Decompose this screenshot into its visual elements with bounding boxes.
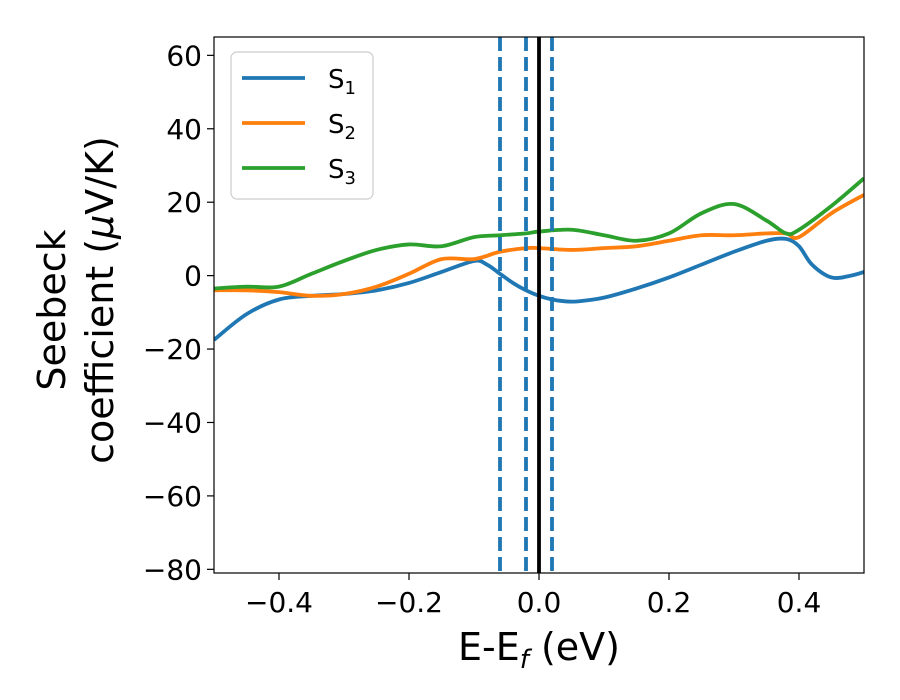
y-axis-label-line1: Seebeck [30,229,74,390]
legend-label-s3: S3 [328,155,356,189]
y-tick-label: −60 [143,480,202,513]
legend-label-s1: S1 [328,65,356,99]
y-tick-label: 20 [166,186,202,219]
legend: S1 S2 S3 [230,51,374,200]
x-tick-label: 0.4 [777,586,822,619]
x-tick-label: −0.4 [245,586,313,619]
y-axis-label: Seebeck coefficient (μV/K) [30,136,122,464]
y-tick-label: 40 [166,113,202,146]
y-axis-label-line2: coefficient (μV/K) [78,136,122,464]
y-tick-label: 60 [166,39,202,72]
x-tick-label: 0.0 [517,586,562,619]
x-tick-label: 0.2 [647,586,692,619]
x-axis-ticks: −0.4 −0.2 0.0 0.2 0.4 [245,573,821,619]
vertical-lines-layer [498,37,554,573]
y-tick-label: 0 [184,260,202,293]
y-axis-ticks: −80 −60 −40 −20 0 20 40 60 [143,39,214,586]
plot-area [213,36,865,574]
y-tick-label: −80 [143,553,202,586]
x-axis-label: E-Ef (eV) [458,625,620,675]
y-tick-label: −40 [143,406,202,439]
legend-label-s2: S2 [328,110,356,144]
y-tick-label: −20 [143,333,202,366]
x-tick-label: −0.2 [375,586,443,619]
legend-box [230,51,374,200]
